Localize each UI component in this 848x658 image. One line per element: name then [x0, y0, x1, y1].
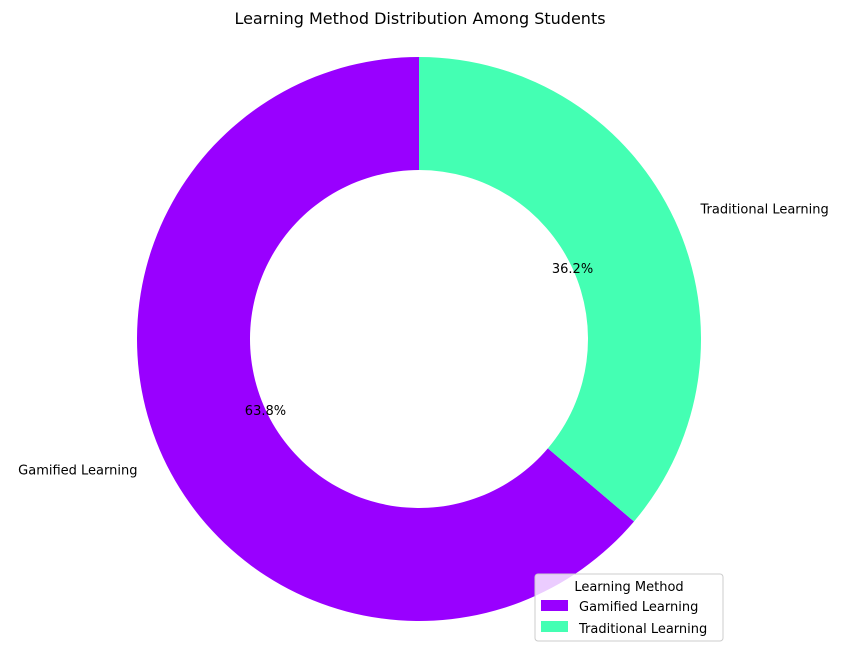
legend-swatch-gamified	[541, 600, 568, 611]
slice-gamified-learning	[137, 57, 635, 622]
percent-label: 63.8%	[245, 404, 286, 419]
legend-label-gamified: Gamified Learning	[579, 600, 698, 615]
legend-frame	[534, 573, 724, 642]
slice-labels: 63.8% Gamified Learning 36.2% Traditional L…	[18, 203, 829, 479]
legend-swatch-traditional	[541, 621, 568, 632]
slice-traditional-learning	[419, 57, 702, 522]
category-label: Gamified Learning	[18, 463, 137, 478]
category-label: Traditional Learning	[700, 203, 829, 218]
legend: Learning Method Gamified Learning Tradit…	[534, 573, 724, 642]
legend-title: Learning Method	[574, 580, 683, 595]
donut-slices	[137, 57, 702, 622]
percent-label: 36.2%	[552, 262, 593, 277]
chart-title: Learning Method Distribution Among Stude…	[234, 9, 605, 28]
legend-label-traditional: Traditional Learning	[578, 622, 707, 637]
